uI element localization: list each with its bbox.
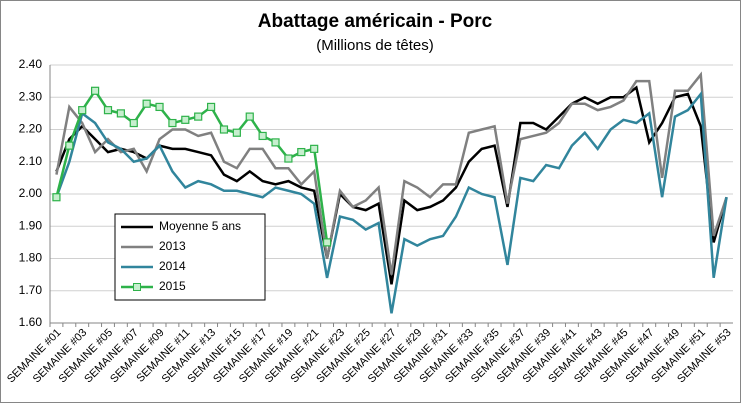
- point-marker: [142, 99, 151, 108]
- grid: 1.601.701.801.902.002.102.202.302.40SEMA…: [5, 57, 734, 385]
- y-tick-label: 1.60: [19, 315, 43, 329]
- y-tick-label: 2.00: [19, 186, 43, 200]
- series-line: [55, 88, 329, 243]
- point-marker: [155, 102, 164, 112]
- point-marker: [129, 118, 138, 128]
- series-line: [55, 85, 728, 285]
- chart-title: Abattage américain - Porc: [258, 11, 493, 32]
- point-marker: [284, 154, 293, 163]
- point-marker: [91, 86, 100, 95]
- point-marker: [219, 125, 229, 134]
- point-marker: [310, 144, 319, 153]
- point-marker: [232, 128, 241, 137]
- legend-label: 2014: [159, 259, 186, 273]
- y-tick-label: 2.20: [19, 122, 43, 136]
- point-marker: [65, 141, 74, 150]
- y-tick-label: 1.70: [19, 283, 43, 297]
- point-marker: [206, 102, 216, 112]
- point-marker: [103, 106, 113, 115]
- point-marker: [181, 115, 190, 124]
- y-tick-label: 2.40: [19, 57, 43, 71]
- legend-label: 2013: [159, 239, 186, 253]
- point-marker: [258, 131, 267, 141]
- legend-marker: [133, 283, 141, 291]
- point-marker: [168, 118, 177, 128]
- legend: Moyenne 5 ans 2013 2014 2015: [114, 213, 266, 301]
- legend-label: 2015: [159, 279, 186, 293]
- series-line: [55, 90, 728, 314]
- y-tick-label: 1.80: [19, 251, 43, 265]
- series-lines: [52, 71, 728, 314]
- point-marker: [245, 112, 254, 121]
- point-marker: [271, 138, 280, 147]
- point-marker: [116, 109, 125, 118]
- y-tick-label: 2.10: [19, 154, 43, 168]
- point-marker: [297, 147, 306, 157]
- y-tick-label: 1.90: [19, 218, 43, 232]
- point-marker: [322, 238, 332, 247]
- point-marker: [194, 112, 203, 121]
- y-tick-label: 2.30: [19, 89, 43, 103]
- legend-label: Moyenne 5 ans: [159, 219, 241, 233]
- point-marker: [52, 193, 61, 202]
- chart-subtitle: (Millions de têtes): [316, 37, 434, 54]
- point-marker: [78, 106, 87, 115]
- series-line: [55, 71, 728, 275]
